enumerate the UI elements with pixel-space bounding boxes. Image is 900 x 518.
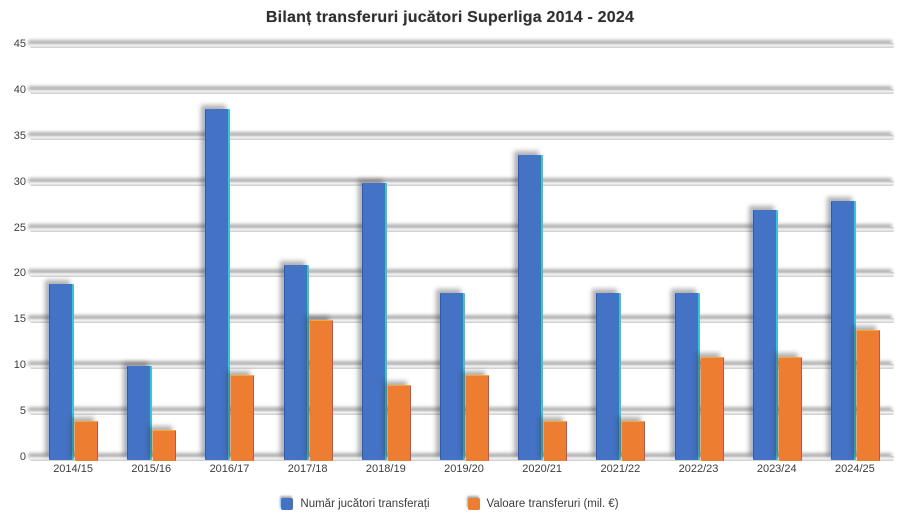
y-axis-tick-label: 45 (13, 38, 26, 50)
y-axis-tick-label: 30 (13, 175, 26, 188)
bar-series1-2014/15 (49, 283, 75, 460)
gridline (30, 180, 894, 186)
x-axis-tick-label: 2015/16 (131, 463, 172, 475)
y-axis-tick-label: 0 (19, 451, 26, 463)
y-axis-tick-label: 15 (13, 313, 26, 326)
x-axis-tick-label: 2023/24 (756, 463, 797, 475)
bar-series2-2016/17 (231, 375, 255, 461)
bar-series2-2020/21 (544, 421, 568, 461)
bar-series1-2021/22 (596, 292, 622, 460)
bar-series2-2019/20 (466, 375, 489, 461)
legend-item-series1: Număr jucători transferați (281, 498, 430, 510)
x-axis-tick-label: 2021/22 (600, 463, 641, 475)
legend-item-series2: Valoare transferuri (mil. €) (467, 498, 619, 510)
bar-series1-2017/18 (283, 265, 309, 460)
legend: Număr jucători transferați Valoare transf… (0, 498, 900, 510)
gridline (30, 134, 894, 140)
x-axis-tick-label: 2017/18 (287, 463, 328, 475)
gridline (30, 88, 894, 94)
bar-series2-2024/25 (856, 329, 880, 461)
bar-series1-2022/23 (674, 292, 700, 460)
legend-label: Număr jucători transferați (300, 498, 430, 510)
y-axis-tick-label: 20 (13, 267, 26, 280)
bar-series1-2019/20 (440, 292, 465, 460)
gridline (30, 226, 894, 232)
legend-swatch-icon (467, 498, 480, 510)
y-axis-tick-label: 5 (19, 405, 26, 418)
x-axis-tick-label: 2019/20 (444, 463, 484, 475)
gridline (30, 43, 894, 48)
bar-series2-2022/23 (700, 357, 724, 461)
bar-series2-2018/19 (387, 384, 411, 461)
bar-series2-2017/18 (309, 320, 333, 461)
bar-series1-2016/17 (205, 109, 231, 460)
bar-series2-2015/16 (153, 430, 177, 461)
bar-series1-2018/19 (361, 182, 387, 460)
x-axis-tick-label: 2022/23 (678, 463, 719, 475)
x-axis-tick-label: 2020/21 (522, 463, 563, 475)
x-axis-tick-label: 2024/25 (835, 463, 875, 475)
legend-label: Valoare transferuri (mil. €) (486, 498, 619, 510)
y-axis-tick-label: 25 (13, 221, 26, 234)
x-axis-tick-label: 2018/19 (365, 463, 406, 475)
x-axis-tick-label: 2014/15 (53, 463, 93, 475)
bar-series1-2020/21 (518, 155, 544, 460)
y-axis-tick-label: 40 (13, 83, 26, 96)
y-axis-tick-label: 10 (13, 359, 26, 372)
bar-series2-2023/24 (778, 357, 802, 461)
bar-series1-2024/25 (830, 201, 856, 460)
legend-swatch-icon (281, 498, 294, 510)
bar-series1-2023/24 (752, 210, 778, 460)
bar-series2-2021/22 (622, 421, 646, 461)
bar-series1-2015/16 (127, 366, 153, 460)
bar-series2-2014/15 (75, 421, 99, 461)
chart-title: Bilanț transferuri jucători Superliga 20… (265, 9, 635, 26)
gridline (30, 272, 894, 278)
x-axis-tick-label: 2016/17 (209, 463, 250, 475)
y-axis-tick-label: 35 (13, 129, 26, 142)
